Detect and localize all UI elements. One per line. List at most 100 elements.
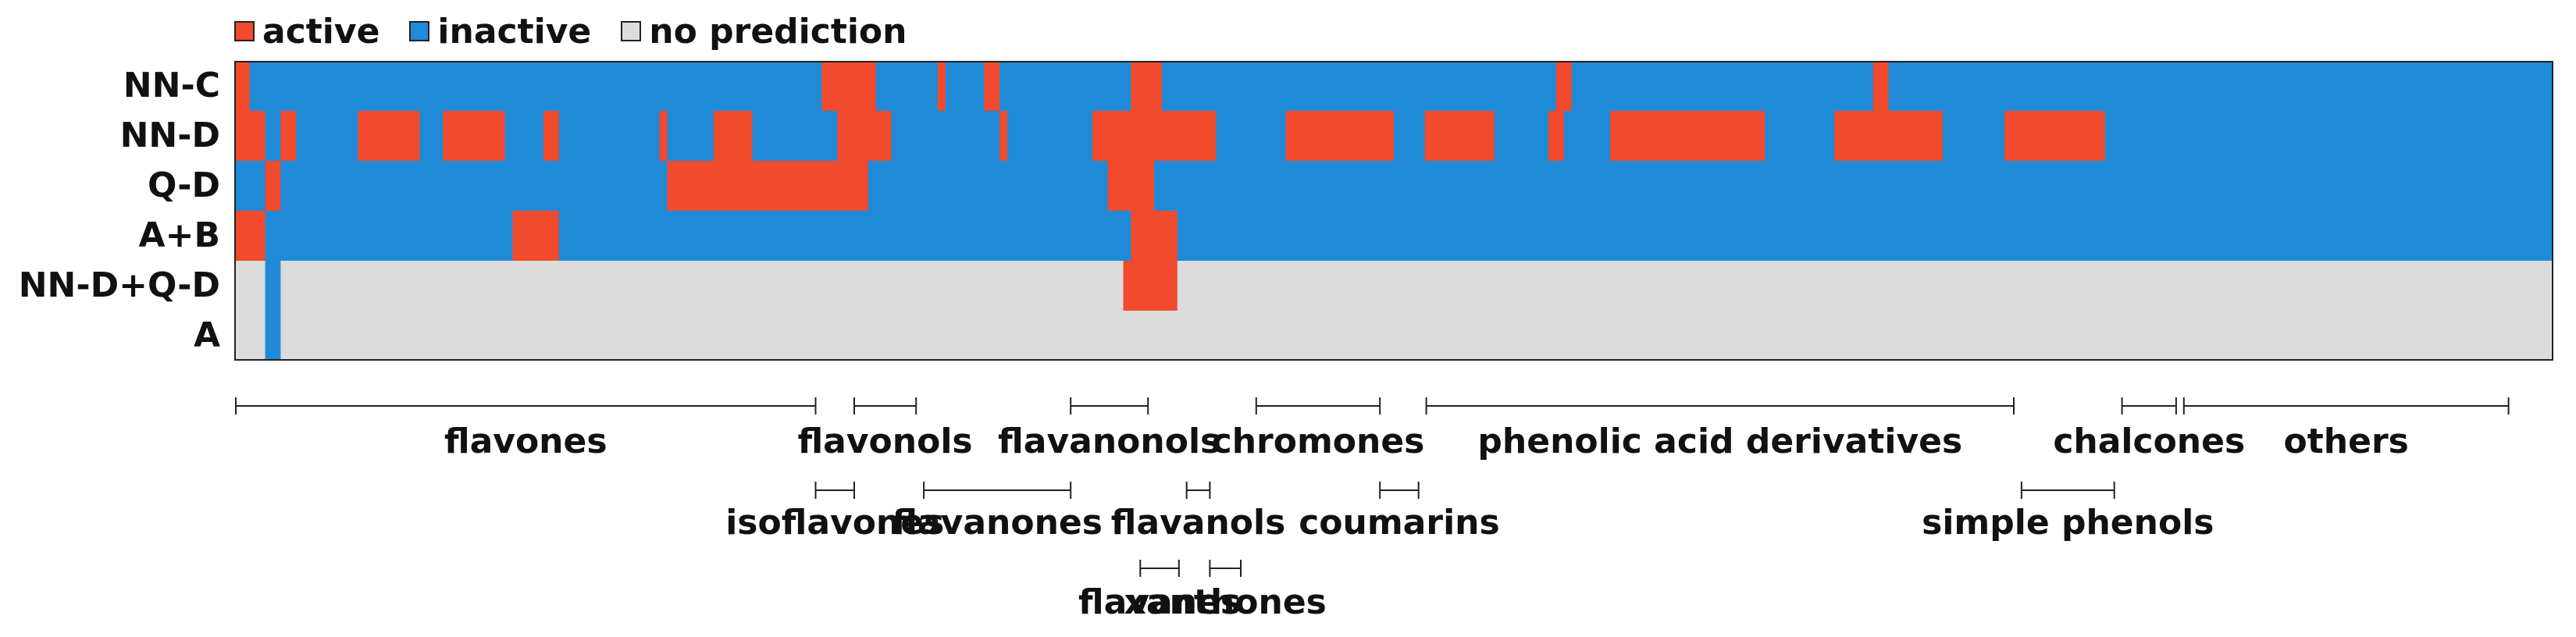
legend-label-active: active [262,11,380,52]
legend-label-no-prediction: no prediction [649,11,907,52]
heat-cell-active [821,61,877,111]
group-label-chalcones: chalcones [2053,422,2245,461]
row-label-a: A [193,315,220,355]
row-label-nn-c: NN-C [123,66,220,105]
group-label-flavanonols: flavanonols [998,422,1220,461]
heat-cell-active [1548,111,1565,161]
heat-cell-no-prediction [1177,261,2553,311]
legend-item-no-prediction: no prediction [621,12,907,52]
heat-cell-active [234,211,266,261]
heat-cell-active [1424,111,1495,161]
row-label-a-b: A+B [138,215,220,255]
heat-cell-active [667,161,869,211]
heat-cell-inactive [1154,161,2553,211]
heat-cell-inactive [265,211,513,261]
group-label-flavanes: flavanes [1078,582,1241,622]
heat-cell-active [358,111,421,161]
heat-cell-active [1092,111,1217,161]
heat-cell-active [1131,211,1178,261]
row-label-nn-d: NN-D [119,116,220,155]
group-label-simple-phenols: simple phenols [1922,503,2214,543]
group-label-phenolic-acid-derivatives: phenolic acid derivatives [1477,422,1962,461]
heat-cell-inactive [296,111,358,161]
row-labels: NN-C NN-D Q-D A+B NN-D+Q-D A [0,61,220,361]
heat-cell-inactive [752,111,838,161]
heat-cell-no-prediction [280,311,2553,361]
legend-item-active: active [234,12,379,52]
group-label-flavanones: flavanones [892,503,1103,543]
heat-cell-inactive [868,161,1109,211]
heat-cell-active [837,111,893,161]
heat-cell-no-prediction [234,311,266,361]
group-label-coumarins: coumarins [1299,503,1499,543]
heat-cell-inactive [667,111,714,161]
heat-cell-active [984,61,1000,111]
heat-cell-inactive [558,111,661,161]
group-label-others: others [2284,422,2409,461]
heat-cell-active [443,111,506,161]
heat-cell-active [713,111,753,161]
heat-cell-active [280,111,297,161]
heat-cell-inactive [1888,61,2553,111]
legend: active inactive no prediction [234,6,937,56]
legend-swatch-no-prediction [621,21,642,41]
heat-cell-active [2004,111,2106,161]
heat-cell-active [1131,61,1163,111]
group-label-flavonols: flavonols [798,422,973,461]
heat-cell-inactive [1177,211,2553,261]
heat-cell-inactive [1394,111,1426,161]
heat-cell-active [659,111,668,161]
heat-cell-inactive [504,111,544,161]
heat-cell-active [1610,111,1765,161]
heat-cell-no-prediction [280,261,1124,311]
group-label-isoflavones: isoflavones [725,503,944,543]
group-label-chromones: chromones [1212,422,1425,461]
heatmap-frame [234,61,2553,361]
heat-cell-inactive [2104,111,2553,161]
heat-cell-inactive [558,211,1131,261]
group-label-flavones: flavones [444,422,607,461]
heat-cell-inactive [1765,111,1835,161]
legend-swatch-inactive [409,21,430,41]
group-label-xanthones: xanthones [1124,582,1327,622]
row-label-q-d: Q-D [147,165,220,205]
heat-cell-inactive [999,61,1131,111]
heat-cell-inactive [265,311,281,361]
heat-cell-inactive [1007,111,1093,161]
heat-cell-inactive [249,61,822,111]
group-label-flavanols: flavanols [1111,503,1286,543]
heat-cell-inactive [1162,61,1557,111]
heat-cell-inactive [265,111,281,161]
heat-cell-inactive [891,111,1000,161]
heat-cell-inactive [1494,111,1549,161]
heat-cell-active [1834,111,1944,161]
heat-cell-inactive [1216,111,1286,161]
heat-cell-inactive [945,61,985,111]
heat-cell-inactive [280,161,668,211]
heat-cell-active [1872,61,1890,111]
heat-cell-active [265,161,281,211]
legend-label-inactive: inactive [437,11,592,52]
heat-cell-inactive [265,261,281,311]
heat-cell-active [234,111,266,161]
heat-cell-active [937,61,946,111]
heat-cell-inactive [419,111,444,161]
heat-cell-inactive [875,61,939,111]
heat-cell-no-prediction [234,261,266,311]
heat-cell-inactive [1563,111,1611,161]
heat-cell-inactive [234,161,266,211]
legend-item-inactive: inactive [409,12,591,52]
heat-cell-active [512,211,560,261]
heat-cell-inactive [1571,61,1874,111]
heatmap-plot [234,61,2553,361]
heat-cell-active [234,61,251,111]
heat-cell-active [999,111,1008,161]
heat-cell-active [1123,261,1178,311]
heat-cell-active [543,111,560,161]
heat-cell-inactive [1942,111,2005,161]
heat-cell-active [1285,111,1395,161]
heat-cell-active [1555,61,1573,111]
row-label-nn-d-q-d: NN-D+Q-D [18,265,220,305]
heat-cell-active [1107,161,1155,211]
legend-swatch-active [234,21,255,41]
